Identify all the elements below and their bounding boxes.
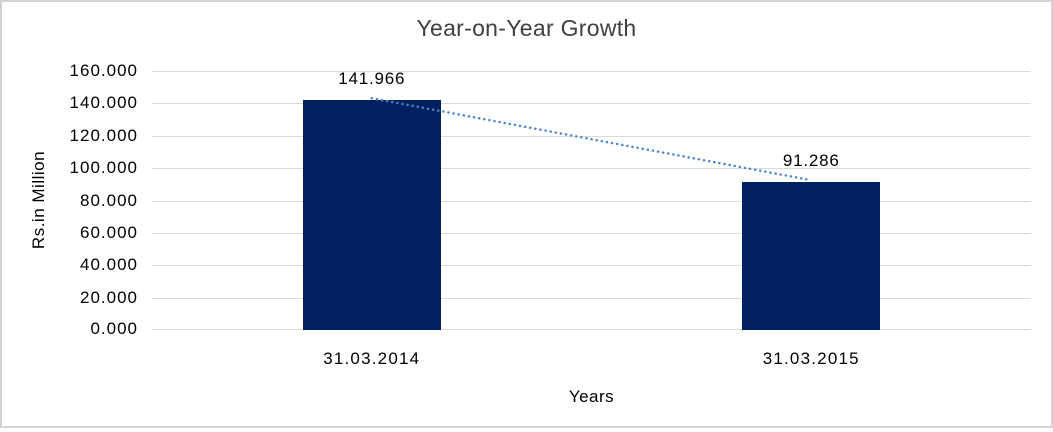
plot-area: 141.966 91.286 (152, 69, 1031, 330)
gridline (152, 168, 1031, 169)
bar-data-label: 91.286 (782, 151, 840, 171)
y-tick-label: 160.000 (69, 61, 138, 80)
x-axis-title: Years (568, 387, 615, 406)
gridline (152, 201, 1031, 202)
gridline (152, 233, 1031, 234)
x-category-label: 31.03.2014 (323, 349, 421, 368)
gridline (152, 136, 1031, 137)
gridline (152, 103, 1031, 104)
bar (742, 182, 881, 330)
bar-data-label: 141.966 (338, 69, 406, 89)
y-tick-label: 80.000 (80, 191, 138, 210)
y-tick-label: 0.000 (90, 319, 138, 338)
y-tick-label: 40.000 (80, 255, 138, 274)
y-tick-label: 140.000 (69, 93, 138, 112)
gridline (152, 329, 1031, 330)
gridline (152, 265, 1031, 266)
y-tick-label: 120.000 (69, 126, 138, 145)
chart-title: Year-on-Year Growth (416, 15, 637, 41)
x-category-label: 31.03.2015 (762, 349, 860, 368)
bar (302, 100, 441, 330)
gridline (152, 298, 1031, 299)
y-tick-label: 100.000 (69, 158, 138, 177)
y-tick-label: 60.000 (80, 223, 138, 242)
gridline (152, 71, 1031, 72)
trendline (370, 96, 813, 182)
y-tick-label: 20.000 (80, 288, 138, 307)
